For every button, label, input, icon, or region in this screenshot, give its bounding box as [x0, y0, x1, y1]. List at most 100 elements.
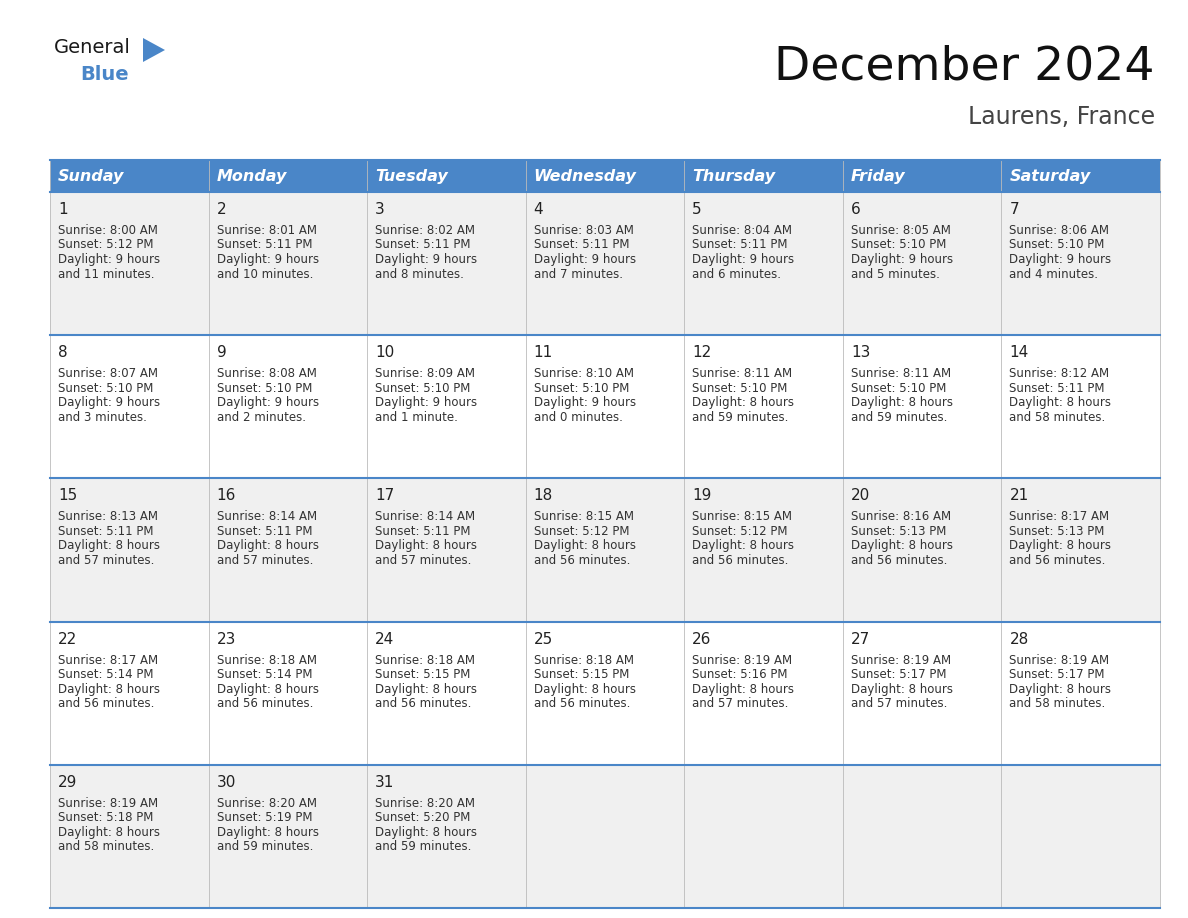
Text: Sunset: 5:10 PM: Sunset: 5:10 PM: [533, 382, 630, 395]
Text: Daylight: 9 hours: Daylight: 9 hours: [693, 253, 795, 266]
Bar: [526, 160, 684, 192]
Text: and 10 minutes.: and 10 minutes.: [216, 267, 312, 281]
Bar: [50, 478, 1159, 621]
Text: Daylight: 9 hours: Daylight: 9 hours: [533, 253, 636, 266]
Text: and 56 minutes.: and 56 minutes.: [851, 554, 947, 567]
Text: Daylight: 9 hours: Daylight: 9 hours: [216, 397, 318, 409]
Text: Sunset: 5:15 PM: Sunset: 5:15 PM: [533, 668, 630, 681]
Text: and 57 minutes.: and 57 minutes.: [851, 697, 947, 711]
Bar: [684, 160, 842, 192]
Text: Sunrise: 8:19 AM: Sunrise: 8:19 AM: [693, 654, 792, 666]
Text: and 57 minutes.: and 57 minutes.: [693, 697, 789, 711]
Text: Sunrise: 8:11 AM: Sunrise: 8:11 AM: [851, 367, 950, 380]
Text: Daylight: 8 hours: Daylight: 8 hours: [375, 826, 478, 839]
Text: Sunset: 5:11 PM: Sunset: 5:11 PM: [375, 239, 470, 252]
Text: Daylight: 9 hours: Daylight: 9 hours: [375, 397, 478, 409]
Text: Daylight: 8 hours: Daylight: 8 hours: [693, 397, 795, 409]
Text: Daylight: 8 hours: Daylight: 8 hours: [58, 683, 160, 696]
Text: and 1 minute.: and 1 minute.: [375, 410, 459, 424]
Text: 14: 14: [1010, 345, 1029, 360]
Text: Daylight: 8 hours: Daylight: 8 hours: [851, 683, 953, 696]
Text: Sunset: 5:17 PM: Sunset: 5:17 PM: [1010, 668, 1105, 681]
Text: Saturday: Saturday: [1010, 169, 1091, 184]
Text: Daylight: 8 hours: Daylight: 8 hours: [375, 683, 478, 696]
Text: and 59 minutes.: and 59 minutes.: [375, 840, 472, 854]
Text: December 2024: December 2024: [775, 45, 1155, 90]
Text: 29: 29: [58, 775, 77, 789]
Text: and 59 minutes.: and 59 minutes.: [851, 410, 947, 424]
Text: Sunset: 5:18 PM: Sunset: 5:18 PM: [58, 812, 153, 824]
Text: Daylight: 8 hours: Daylight: 8 hours: [58, 540, 160, 553]
Text: Sunset: 5:11 PM: Sunset: 5:11 PM: [216, 239, 312, 252]
Text: Daylight: 8 hours: Daylight: 8 hours: [693, 540, 795, 553]
Text: and 58 minutes.: and 58 minutes.: [58, 840, 154, 854]
Text: Sunrise: 8:07 AM: Sunrise: 8:07 AM: [58, 367, 158, 380]
Text: 15: 15: [58, 488, 77, 503]
Text: Sunrise: 8:03 AM: Sunrise: 8:03 AM: [533, 224, 633, 237]
Text: Daylight: 9 hours: Daylight: 9 hours: [1010, 253, 1112, 266]
Text: Blue: Blue: [80, 65, 128, 84]
Text: Sunset: 5:20 PM: Sunset: 5:20 PM: [375, 812, 470, 824]
Text: 3: 3: [375, 202, 385, 217]
Text: and 5 minutes.: and 5 minutes.: [851, 267, 940, 281]
Text: Sunset: 5:10 PM: Sunset: 5:10 PM: [375, 382, 470, 395]
Text: 19: 19: [693, 488, 712, 503]
Text: Sunrise: 8:19 AM: Sunrise: 8:19 AM: [851, 654, 950, 666]
Text: Daylight: 8 hours: Daylight: 8 hours: [58, 826, 160, 839]
Text: 17: 17: [375, 488, 394, 503]
Text: Daylight: 8 hours: Daylight: 8 hours: [851, 540, 953, 553]
Text: Daylight: 9 hours: Daylight: 9 hours: [533, 397, 636, 409]
Bar: [50, 192, 1159, 335]
Text: Thursday: Thursday: [693, 169, 776, 184]
Text: and 0 minutes.: and 0 minutes.: [533, 410, 623, 424]
Bar: [209, 160, 367, 192]
Text: and 57 minutes.: and 57 minutes.: [375, 554, 472, 567]
Text: Daylight: 8 hours: Daylight: 8 hours: [1010, 683, 1112, 696]
Text: Daylight: 9 hours: Daylight: 9 hours: [216, 253, 318, 266]
Text: and 56 minutes.: and 56 minutes.: [533, 697, 630, 711]
Text: Daylight: 8 hours: Daylight: 8 hours: [533, 683, 636, 696]
Text: Sunset: 5:10 PM: Sunset: 5:10 PM: [693, 382, 788, 395]
Text: Sunrise: 8:15 AM: Sunrise: 8:15 AM: [533, 510, 633, 523]
Text: Monday: Monday: [216, 169, 287, 184]
Text: and 6 minutes.: and 6 minutes.: [693, 267, 782, 281]
Text: Sunrise: 8:14 AM: Sunrise: 8:14 AM: [216, 510, 317, 523]
Bar: [50, 160, 209, 192]
Text: and 3 minutes.: and 3 minutes.: [58, 410, 147, 424]
Bar: [842, 160, 1001, 192]
Text: 8: 8: [58, 345, 68, 360]
Text: Sunrise: 8:15 AM: Sunrise: 8:15 AM: [693, 510, 792, 523]
Text: 10: 10: [375, 345, 394, 360]
Bar: [50, 335, 1159, 478]
Text: 4: 4: [533, 202, 543, 217]
Text: 26: 26: [693, 632, 712, 646]
Text: Sunset: 5:10 PM: Sunset: 5:10 PM: [851, 239, 946, 252]
Text: Sunset: 5:10 PM: Sunset: 5:10 PM: [851, 382, 946, 395]
Text: Sunrise: 8:08 AM: Sunrise: 8:08 AM: [216, 367, 316, 380]
Text: 23: 23: [216, 632, 236, 646]
Text: 6: 6: [851, 202, 860, 217]
Text: Sunrise: 8:06 AM: Sunrise: 8:06 AM: [1010, 224, 1110, 237]
Text: Sunset: 5:11 PM: Sunset: 5:11 PM: [375, 525, 470, 538]
Text: Sunrise: 8:20 AM: Sunrise: 8:20 AM: [216, 797, 316, 810]
Text: and 59 minutes.: and 59 minutes.: [216, 840, 312, 854]
Text: Sunset: 5:10 PM: Sunset: 5:10 PM: [1010, 239, 1105, 252]
Text: Sunrise: 8:02 AM: Sunrise: 8:02 AM: [375, 224, 475, 237]
Text: Sunset: 5:19 PM: Sunset: 5:19 PM: [216, 812, 312, 824]
Text: Sunrise: 8:17 AM: Sunrise: 8:17 AM: [58, 654, 158, 666]
Text: Sunrise: 8:14 AM: Sunrise: 8:14 AM: [375, 510, 475, 523]
Text: Sunrise: 8:18 AM: Sunrise: 8:18 AM: [216, 654, 316, 666]
Text: Sunset: 5:11 PM: Sunset: 5:11 PM: [693, 239, 788, 252]
Text: 27: 27: [851, 632, 870, 646]
Text: and 56 minutes.: and 56 minutes.: [58, 697, 154, 711]
Bar: [50, 621, 1159, 765]
Text: Sunrise: 8:11 AM: Sunrise: 8:11 AM: [693, 367, 792, 380]
Text: and 57 minutes.: and 57 minutes.: [216, 554, 312, 567]
Text: and 58 minutes.: and 58 minutes.: [1010, 410, 1106, 424]
Polygon shape: [143, 38, 165, 62]
Text: and 7 minutes.: and 7 minutes.: [533, 267, 623, 281]
Text: Sunrise: 8:04 AM: Sunrise: 8:04 AM: [693, 224, 792, 237]
Text: Daylight: 9 hours: Daylight: 9 hours: [58, 253, 160, 266]
Text: Sunset: 5:11 PM: Sunset: 5:11 PM: [58, 525, 153, 538]
Text: and 56 minutes.: and 56 minutes.: [533, 554, 630, 567]
